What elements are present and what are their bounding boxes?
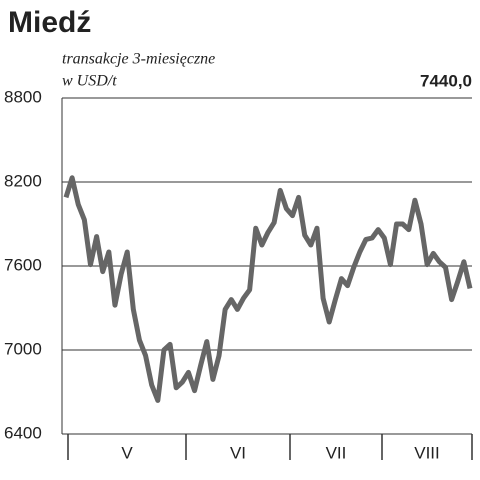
y-tick-label: 7000 — [4, 339, 42, 358]
line — [63, 175, 473, 403]
value-label: 7440,0 — [420, 71, 472, 90]
y-tick-label: 8800 — [4, 87, 42, 106]
x-tick-label: V — [121, 443, 133, 462]
chart-title: Miedź — [8, 6, 91, 39]
y-tick-label: 6400 — [4, 423, 42, 442]
x-tick-label: VIII — [414, 443, 440, 462]
y-tick-label: 8200 — [4, 171, 42, 190]
subtitle: transakcje 3-miesięczne — [62, 51, 215, 68]
x-tick-label: VII — [326, 443, 347, 462]
y-tick-label: 7600 — [4, 255, 42, 274]
x-tick-label: VI — [230, 443, 246, 462]
unit: w USD/t — [62, 73, 117, 90]
